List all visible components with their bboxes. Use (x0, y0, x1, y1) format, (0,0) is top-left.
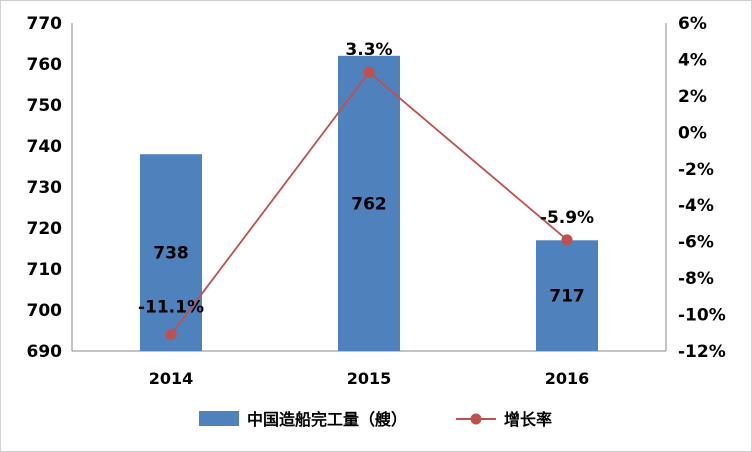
y-right-tick-label: -2% (678, 160, 714, 180)
bar (536, 240, 598, 351)
legend-bar-label: 中国造船完工量（艘） (247, 410, 407, 429)
growth-rate-label: -5.9% (540, 208, 594, 228)
y-right-tick-label: 4% (678, 50, 707, 70)
y-left-tick-label: 720 (27, 219, 63, 239)
y-right-tick-label: -8% (678, 269, 714, 289)
y-right-tick-label: -12% (678, 342, 726, 362)
y-right-tick-label: 0% (678, 123, 707, 143)
y-left-tick-label: 750 (27, 96, 63, 116)
y-left-tick-label: 700 (27, 301, 63, 321)
x-tick-label: 2014 (149, 369, 194, 388)
y-right-tick-label: -6% (678, 233, 714, 253)
y-right-tick-label: -10% (678, 306, 726, 326)
y-left-tick-label: 690 (27, 342, 63, 362)
y-left-tick-label: 710 (27, 260, 63, 280)
bar-value-label: 738 (153, 244, 189, 264)
y-left-tick-label: 760 (27, 55, 63, 75)
y-left-tick-label: 740 (27, 137, 63, 157)
y-left-tick-label: 770 (27, 14, 63, 34)
growth-rate-label: 3.3% (345, 40, 392, 60)
growth-rate-label: -11.1% (138, 298, 204, 318)
y-right-tick-label: 6% (678, 14, 707, 34)
x-tick-label: 2016 (545, 369, 590, 388)
legend-bar-swatch (199, 411, 239, 426)
y-left-tick-label: 730 (27, 178, 63, 198)
x-tick-label: 2015 (347, 369, 392, 388)
legend-line-label: 增长率 (504, 410, 552, 429)
growth-rate-point (561, 234, 573, 246)
bar (140, 154, 202, 351)
bar-value-label: 717 (549, 287, 585, 307)
legend-line-marker (470, 413, 482, 425)
bar (338, 55, 400, 352)
y-right-tick-label: 2% (678, 87, 707, 107)
growth-rate-point (165, 329, 177, 341)
y-right-tick-label: -4% (678, 196, 714, 216)
bar-value-label: 762 (351, 194, 387, 214)
growth-rate-point (363, 66, 375, 78)
